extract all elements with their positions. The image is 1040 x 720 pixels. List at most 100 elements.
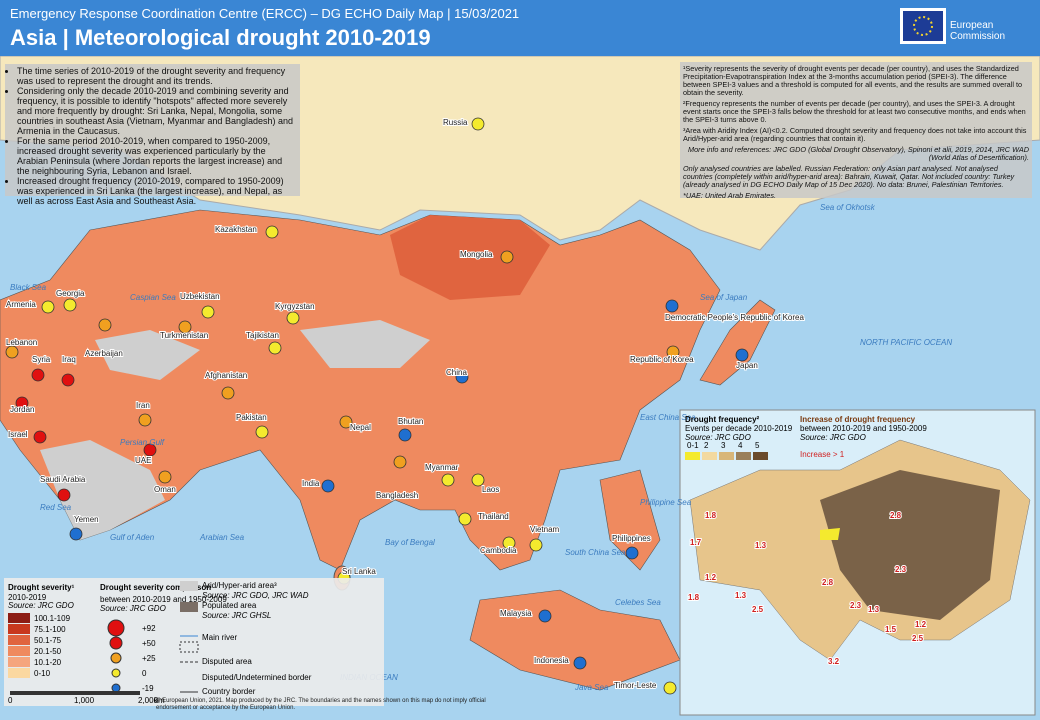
notes-box: ¹Severity represents the severity of dro… (680, 62, 1032, 200)
country-marker (665, 299, 679, 313)
increase-label: 1.8 (705, 511, 717, 520)
logo: European Commission (900, 8, 1028, 48)
increase-label: 1.8 (688, 593, 700, 602)
legend-item: Country border (202, 687, 256, 696)
country-label: Iran (136, 401, 150, 410)
country-marker (31, 368, 45, 382)
japan-land (699, 299, 776, 386)
sea-label: Java Sea (574, 683, 609, 692)
legend-sub: 2010-2019 (8, 593, 47, 602)
severity-class: 75.1-100 (34, 625, 66, 634)
sea-label: NORTH PACIFIC OCEAN (860, 338, 952, 347)
country-label: Russia (443, 118, 468, 127)
country-label: Israel (8, 430, 28, 439)
scale-label: 0 (8, 696, 13, 705)
comparison-class: -19 (142, 684, 154, 693)
freq-swatch (736, 452, 751, 460)
country-label: Lebanon (6, 338, 37, 347)
country-label: Vietnam (530, 525, 560, 534)
country-marker (529, 538, 543, 552)
legend-item: Source: JRC GHSL (202, 611, 271, 620)
sea-label: Black Sea (10, 283, 47, 292)
increase-label: 1.3 (755, 541, 767, 550)
increase-label: 2.8 (890, 511, 902, 520)
country-label: Iraq (62, 355, 76, 364)
sea-label: Celebes Sea (615, 598, 661, 607)
increase-label: 3.2 (828, 657, 840, 666)
inset-title: Increase of drought frequency (800, 415, 916, 424)
severity-swatch (8, 668, 30, 678)
severity-class: 20.1-50 (34, 647, 62, 656)
country-label: Indonesia (534, 656, 569, 665)
country-label: Mongolia (460, 250, 493, 259)
severity-class: 10.1-20 (34, 658, 62, 667)
country-label: UAE (135, 456, 151, 465)
country-marker (138, 413, 152, 427)
increase-label: 2.3 (850, 601, 862, 610)
summary-item: The time series of 2010-2019 of the drou… (17, 66, 296, 86)
country-marker (61, 373, 75, 387)
country-marker (471, 117, 485, 131)
country-marker (41, 300, 55, 314)
inset-source: Source: JRC GDO (800, 433, 866, 442)
country-label: Laos (482, 485, 499, 494)
country-marker (573, 656, 587, 670)
country-marker (33, 430, 47, 444)
severity-class: 50.1-75 (34, 636, 62, 645)
legend-item: Main river (202, 633, 237, 642)
country-label: Kyrgyzstan (275, 302, 315, 311)
arid-area (300, 320, 430, 368)
country-label: Thailand (478, 512, 509, 521)
note: ³Area with Aridity Index (AI)<0.2. Compu… (683, 126, 1027, 143)
country-marker (5, 345, 19, 359)
summary-list: The time series of 2010-2019 of the drou… (9, 66, 296, 206)
country-label: Nepal (350, 423, 371, 432)
freq-class: 2 (704, 441, 709, 450)
footer: © European Union, 2021. Map produced by … (156, 698, 486, 711)
country-label: Bangladesh (376, 491, 418, 500)
legend-item: Source: JRC GDO, JRC WAD (202, 591, 309, 600)
sea-label: Sea of Okhotsk (820, 203, 876, 212)
severity-class: 100.1-109 (34, 614, 71, 623)
severity-swatch (8, 635, 30, 645)
agency: Emergency Response Coordination Centre (… (10, 6, 520, 21)
arid-area (95, 330, 200, 380)
comparison-class: +50 (142, 639, 156, 648)
legend: Drought severity¹ 2010-2019 Source: JRC GD… (4, 578, 384, 706)
country-label: Saudi Arabia (40, 475, 86, 484)
legend-title: Drought severity comparison (100, 583, 211, 592)
country-label: Azerbaijan (85, 349, 123, 358)
country-marker (502, 536, 516, 550)
header: Emergency Response Coordination Centre (… (0, 0, 1040, 56)
sea-label: Red Sea (40, 503, 72, 512)
country-label: Turkmenistan (160, 331, 208, 340)
freq-class: 5 (755, 441, 760, 450)
legend-title: Drought severity¹ (8, 583, 75, 592)
inset-china (820, 470, 1000, 620)
country-marker (321, 479, 335, 493)
country-marker (538, 609, 552, 623)
country-label: Armenia (6, 300, 36, 309)
severity-swatch (8, 613, 30, 623)
country-label: Democratic People's Republic of Korea (665, 313, 804, 322)
country-marker (15, 396, 29, 410)
country-marker (57, 488, 71, 502)
country-marker (268, 341, 282, 355)
inset-title: Drought frequency² (685, 415, 760, 424)
country-label: Bhutan (398, 417, 423, 426)
arid-area (40, 440, 165, 540)
scale-label: 1,000 (74, 696, 95, 705)
country-marker (458, 512, 472, 526)
comparison-symbol (109, 636, 123, 650)
legend-item: Disputed area (202, 657, 252, 666)
country-label: Jordan (10, 405, 34, 414)
sea-label: Caspian Sea (130, 293, 176, 302)
note: ¹Severity represents the severity of dro… (683, 64, 1023, 97)
sea-label: Persian Gulf (120, 438, 165, 447)
increase-label: 1.3 (868, 605, 880, 614)
country-label: Timor-Leste (614, 681, 657, 690)
increase-label: 1.2 (705, 573, 717, 582)
country-label: Kazakhstan (215, 225, 257, 234)
country-label: Japan (736, 361, 758, 370)
philippines-land (599, 469, 661, 571)
